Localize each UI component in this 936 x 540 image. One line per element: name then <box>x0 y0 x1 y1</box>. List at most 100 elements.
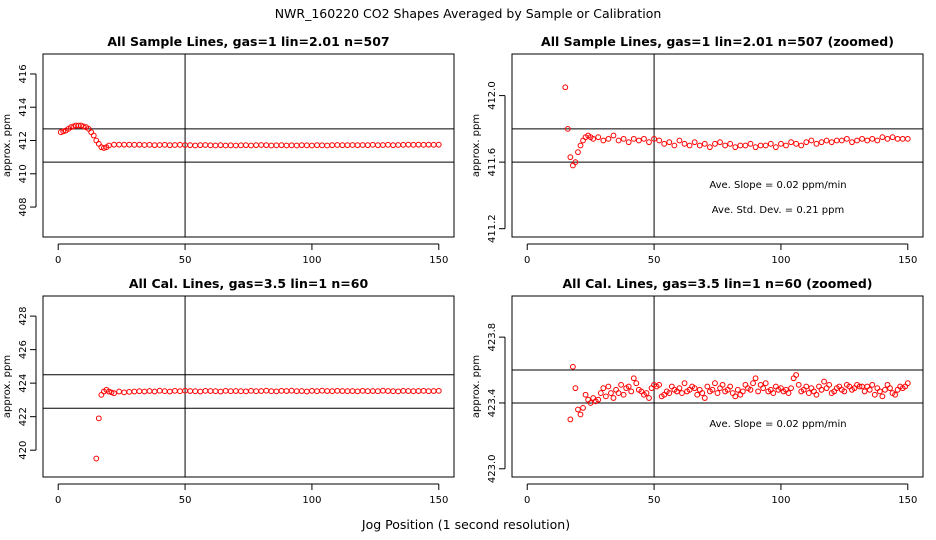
data-point <box>430 388 437 394</box>
x-tick-label: 100 <box>771 255 790 266</box>
data-point <box>823 137 830 144</box>
data-point <box>395 388 402 395</box>
data-point <box>864 383 871 390</box>
data-point <box>93 137 100 144</box>
data-point <box>298 142 305 149</box>
data-point <box>739 388 746 395</box>
data-point <box>111 390 117 397</box>
data-point <box>192 388 199 395</box>
data-point <box>757 142 764 149</box>
data-point <box>222 142 229 149</box>
data-point <box>232 388 239 394</box>
data-point <box>785 390 792 396</box>
data-point <box>298 388 305 394</box>
data-point <box>798 142 805 149</box>
data-point <box>192 142 199 149</box>
y-tick-label: 410 <box>18 164 29 183</box>
data-point <box>602 393 609 400</box>
data-point <box>656 137 663 144</box>
data-point <box>828 139 835 146</box>
figure-title: NWR_160220 CO2 Shapes Averaged by Sample… <box>275 6 662 21</box>
data-point <box>894 135 901 142</box>
data-point <box>293 142 300 149</box>
data-point <box>610 132 617 139</box>
plot-frame <box>42 53 455 238</box>
data-point <box>719 381 726 388</box>
data-point <box>861 388 868 395</box>
data-point <box>580 137 586 144</box>
data-point <box>364 142 371 149</box>
data-point <box>369 141 376 148</box>
data-point <box>778 140 784 147</box>
data-point <box>648 385 655 392</box>
data-point <box>253 388 260 395</box>
data-point <box>869 135 876 142</box>
data-point <box>656 381 663 388</box>
data-point <box>278 142 285 149</box>
data-point <box>818 386 825 393</box>
data-point <box>283 142 290 149</box>
data-point <box>889 134 896 141</box>
data-point <box>575 406 581 413</box>
data-point <box>126 388 133 395</box>
data-point <box>425 141 432 148</box>
data-point <box>237 142 244 149</box>
data-point <box>202 142 209 148</box>
data-point <box>714 390 721 396</box>
data-point <box>116 388 123 395</box>
data-point <box>90 132 97 139</box>
data-point <box>585 396 592 403</box>
data-point <box>790 375 797 382</box>
data-point <box>595 134 602 141</box>
data-point <box>207 388 214 394</box>
y-axis-label: approx. ppm <box>2 114 13 177</box>
data-point <box>435 141 442 148</box>
y-tick-label: 414 <box>18 98 29 117</box>
data-point <box>691 385 698 392</box>
data-point <box>237 388 244 395</box>
data-point <box>359 387 366 394</box>
data-point <box>288 142 295 149</box>
data-point <box>410 388 417 395</box>
data-point <box>146 141 153 148</box>
annotation-text: Ave. Std. Dev. = 0.21 ppm <box>712 205 844 216</box>
data-point <box>354 388 361 395</box>
annotation-text: Ave. Slope = 0.02 ppm/min <box>709 419 846 430</box>
data-point <box>68 124 74 131</box>
data-point <box>879 134 886 141</box>
data-point <box>699 390 706 396</box>
data-point <box>95 140 102 147</box>
data-point <box>572 385 579 392</box>
data-point <box>177 388 183 395</box>
data-point <box>732 393 739 400</box>
data-point <box>729 390 736 396</box>
data-point <box>666 390 673 396</box>
data-point <box>762 142 769 149</box>
data-point <box>329 388 336 395</box>
data-point <box>95 415 102 422</box>
data-point <box>587 400 594 406</box>
data-point <box>131 388 138 395</box>
data-point <box>661 140 668 147</box>
y-tick-label: 423.4 <box>487 389 498 418</box>
data-point <box>722 142 729 149</box>
panel-3: All Cal. Lines, gas=3.5 lin=1 n=60 0 50 100… <box>2 276 455 506</box>
data-point <box>727 140 734 147</box>
data-point <box>818 139 825 146</box>
y-axis-label: approx. ppm <box>2 355 13 418</box>
data-point <box>892 391 898 398</box>
data-point <box>273 388 280 395</box>
data-point <box>227 388 234 395</box>
data-point <box>590 135 597 142</box>
data-point <box>415 141 422 148</box>
data-point <box>816 383 822 390</box>
data-point <box>100 145 107 151</box>
data-point <box>803 383 810 390</box>
data-point <box>894 386 901 393</box>
data-point <box>569 363 576 370</box>
data-point <box>884 135 891 142</box>
x-tick-label: 150 <box>429 255 448 266</box>
data-point <box>359 142 366 148</box>
y-tick-label: 416 <box>18 64 29 83</box>
data-point <box>303 142 310 149</box>
